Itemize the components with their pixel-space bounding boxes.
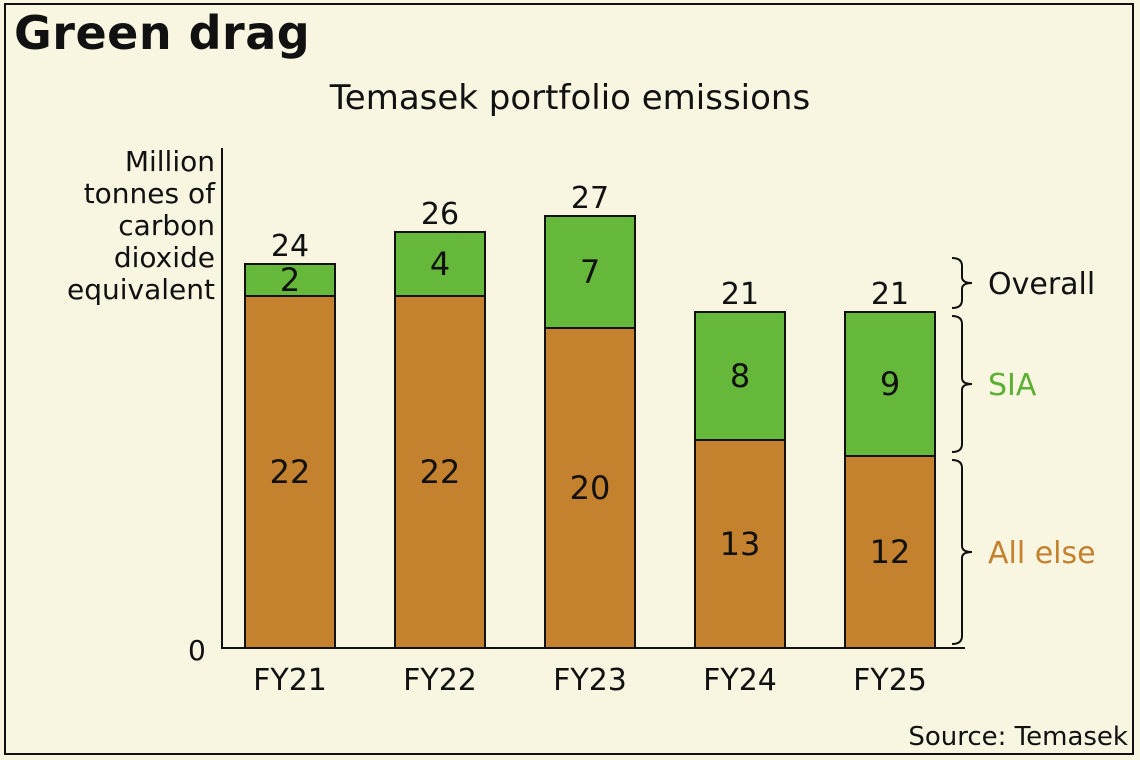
y-axis-label-line: dioxide (113, 241, 215, 274)
y-axis-label-line: tonnes of (83, 177, 215, 210)
data-label-all-else: 13 (720, 525, 761, 563)
x-tick-label: FY24 (703, 663, 777, 698)
data-label-all-else: 20 (570, 469, 611, 507)
bar-all-else (394, 295, 486, 649)
bar-all-else (694, 439, 786, 649)
data-label-all-else: 22 (270, 453, 311, 491)
data-label-total: 24 (271, 229, 309, 264)
data-label-sia: 2 (280, 261, 300, 299)
data-label-total: 21 (721, 277, 759, 312)
data-label-sia: 8 (730, 357, 750, 395)
data-label-all-else: 12 (870, 533, 911, 571)
y-axis-label-line: equivalent (67, 273, 215, 306)
bracket-sia (951, 315, 973, 453)
x-tick-label: FY23 (553, 663, 627, 698)
legend-label-overall: Overall (988, 267, 1095, 302)
bracket-all-else (951, 459, 973, 645)
legend-label-sia: SIA (988, 368, 1037, 403)
y-axis-label: Million tonnes of carbon dioxide equival… (67, 146, 215, 306)
bar-all-else (544, 327, 636, 649)
data-label-total: 21 (871, 277, 909, 312)
data-label-total: 26 (421, 197, 459, 232)
bar-sia (244, 263, 336, 297)
data-label-total: 27 (571, 181, 609, 216)
x-tick-label: FY21 (253, 663, 327, 698)
bar-sia (394, 231, 486, 297)
data-label-sia: 4 (430, 245, 450, 283)
bar-sia (844, 311, 936, 457)
bracket-overall (951, 257, 973, 309)
y-tick-label-zero: 0 (188, 634, 206, 667)
x-tick-label: FY22 (403, 663, 477, 698)
x-tick-label: FY25 (853, 663, 927, 698)
chart-title: Green drag (14, 6, 311, 60)
y-axis-label-line: Million (124, 145, 215, 178)
data-label-all-else: 22 (420, 453, 461, 491)
data-label-sia: 9 (880, 365, 900, 403)
y-axis-label-line: carbon (118, 209, 215, 242)
bar-all-else (244, 295, 336, 649)
bar-all-else (844, 455, 936, 649)
bar-sia (544, 215, 636, 329)
source-note: Source: Temasek (908, 722, 1128, 752)
bar-sia (694, 311, 786, 441)
data-label-sia: 7 (580, 253, 600, 291)
legend-label-all-else: All else (988, 536, 1096, 571)
chart-subtitle: Temasek portfolio emissions (329, 78, 811, 118)
